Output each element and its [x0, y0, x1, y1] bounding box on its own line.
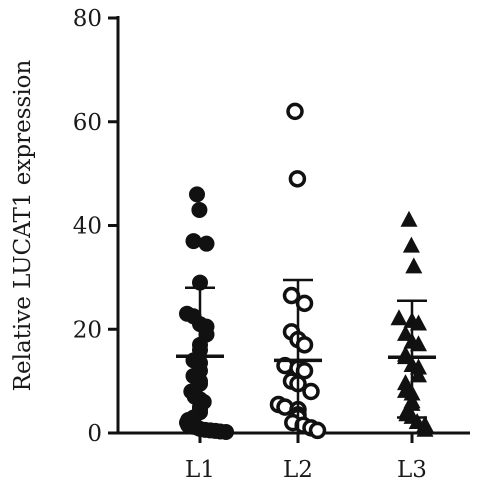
data-point: [410, 335, 427, 352]
data-point: [405, 257, 423, 274]
y-tick-label: 40: [73, 214, 102, 240]
data-point: [402, 236, 420, 253]
data-point: [410, 314, 427, 331]
data-point: [295, 336, 314, 354]
y-axis-ticks: 0 20 40 60 80: [73, 6, 118, 447]
data-point: [189, 186, 205, 203]
data-point: [416, 420, 434, 437]
error-bar-L3: [388, 299, 436, 419]
y-axis-title: Relative LUCAT1 expression: [10, 59, 36, 391]
y-tick-label: 0: [87, 421, 102, 447]
data-point: [288, 170, 307, 188]
data-point: [295, 294, 314, 313]
data-point: [286, 102, 304, 121]
data-point: [400, 210, 418, 227]
y-tick-label: 80: [73, 6, 102, 32]
error-bar-L1: [176, 286, 224, 426]
data-point: [198, 235, 215, 252]
data-point: [397, 324, 414, 341]
x-axis-ticks: L1 L2 L3: [185, 433, 427, 483]
y-tick-label: 60: [73, 110, 102, 136]
data-point: [302, 382, 320, 401]
data-point: [218, 423, 234, 440]
data-point: [410, 366, 427, 383]
series-L1: [179, 186, 234, 440]
data-point: [185, 233, 202, 250]
x-tick-label: L2: [283, 457, 313, 483]
data-point: [308, 421, 327, 440]
error-bar-L2: [274, 278, 322, 435]
data-points: [179, 102, 434, 440]
series-L2: [269, 102, 327, 440]
data-point: [191, 201, 208, 218]
y-tick-label: 20: [73, 317, 102, 343]
data-point: [390, 309, 408, 326]
x-tick-label: L3: [397, 457, 427, 483]
error-bars: [176, 278, 436, 435]
x-tick-label: L1: [185, 457, 215, 483]
